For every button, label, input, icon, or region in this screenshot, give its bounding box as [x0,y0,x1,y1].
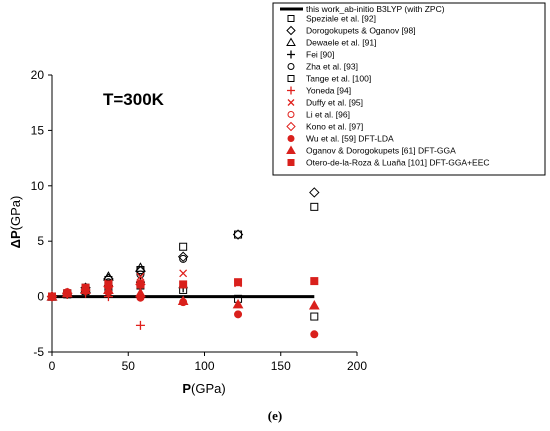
data-point [179,254,188,263]
legend-label: Wu et al. [59] DFT-LDA [306,134,394,144]
legend-swatch [287,99,295,106]
annotation-temperature: T=300K [103,90,165,109]
data-point [177,251,189,262]
series-6 [47,288,145,330]
legend-swatch [287,111,295,118]
legend-swatch [286,121,296,132]
series-10 [48,287,319,339]
data-point [135,287,146,298]
legend-label: Kono et al. [97] [306,122,363,132]
data-point [135,320,145,330]
data-point [103,284,114,294]
legend-swatch [287,135,295,142]
data-point [309,187,320,198]
data-point [104,280,113,289]
y-axis-label-unit: (GPa) [8,196,23,231]
legend: this work_ab-initio B3LYP (with ZPC) Spe… [272,2,546,176]
data-point [234,310,243,319]
data-point [63,289,72,298]
legend-swatch [287,159,295,166]
x-axis-label-unit: (GPa) [191,381,226,396]
legend-box [272,2,546,176]
legend-label-reference: this work_ab-initio B3LYP (with ZPC) [306,4,445,14]
y-axis-label-bold: ΔP [8,230,23,248]
legend-swatch [286,37,296,46]
y-axis-label: ΔP(GPa) [8,196,23,249]
legend-label: Fei [90] [306,50,334,60]
y-tick-label: 15 [31,123,45,137]
series-12 [48,277,319,301]
data-point [310,312,319,321]
data-point [177,295,189,306]
legend-swatch [286,25,296,36]
legend-label: Dewaele et al. [91] [306,38,376,48]
data-point [136,272,145,281]
y-tick-label: 5 [37,234,44,248]
data-point [179,280,188,289]
data-point [179,269,188,278]
data-point [103,271,114,281]
data-point [81,283,90,292]
legend-swatch [286,145,296,154]
legend-label: Zha et al. [93] [306,62,358,72]
y-tick-label: 0 [37,290,44,304]
data-point [310,202,319,211]
data-point [136,270,145,279]
legend-swatch [287,86,295,95]
legend-label: Yoneda [94] [306,86,351,96]
data-point [136,280,145,289]
legend-swatch [287,15,295,22]
data-point [310,330,319,339]
legend-swatch [287,75,295,82]
figure-caption: (e) [268,408,282,423]
y-ticks: -5 0 5 10 15 20 [31,68,52,359]
legend-label: Otero-de-la-Roza & Luaña [101] DFT-GGA+E… [306,158,490,168]
x-tick-label: 150 [271,359,291,373]
data-point [232,298,244,309]
legend-swatch [287,50,295,59]
legend-label: Speziale et al. [92] [306,14,376,24]
data-point [234,230,243,239]
x-tick-label: 100 [194,359,214,373]
x-ticks: 0 50 100 150 200 [49,352,367,373]
data-point [48,292,56,301]
legend-label: Oganov & Dorogokupets [61] DFT-GGA [306,146,456,156]
x-tick-label: 0 [49,359,56,373]
x-tick-label: 200 [347,359,367,373]
data-point [308,299,320,310]
data-point [179,242,188,251]
data-point [232,229,244,240]
plot-area: -5 0 5 10 15 20 0 50 100 150 200 [31,68,368,373]
x-axis-label: P(GPa) [182,381,225,396]
y-tick-label: -5 [33,345,44,359]
series-2 [46,262,146,301]
x-tick-label: 50 [122,359,136,373]
y-tick-label: 20 [31,68,45,82]
legend-label: Li et al. [96] [306,110,350,120]
data-point [310,277,319,286]
data-point [234,278,243,287]
legend-swatch [287,63,295,70]
y-tick-label: 10 [31,179,45,193]
data-markers [46,187,320,339]
legend-label: Tange et al. [100] [306,74,371,84]
x-axis-label-bold: P [182,381,191,396]
legend-label: Dorogokupets & Oganov [98] [306,26,416,36]
legend-label: Duffy et al. [95] [306,98,363,108]
legend-items: Speziale et al. [92] Dorogokupets & Ogano… [286,14,490,168]
